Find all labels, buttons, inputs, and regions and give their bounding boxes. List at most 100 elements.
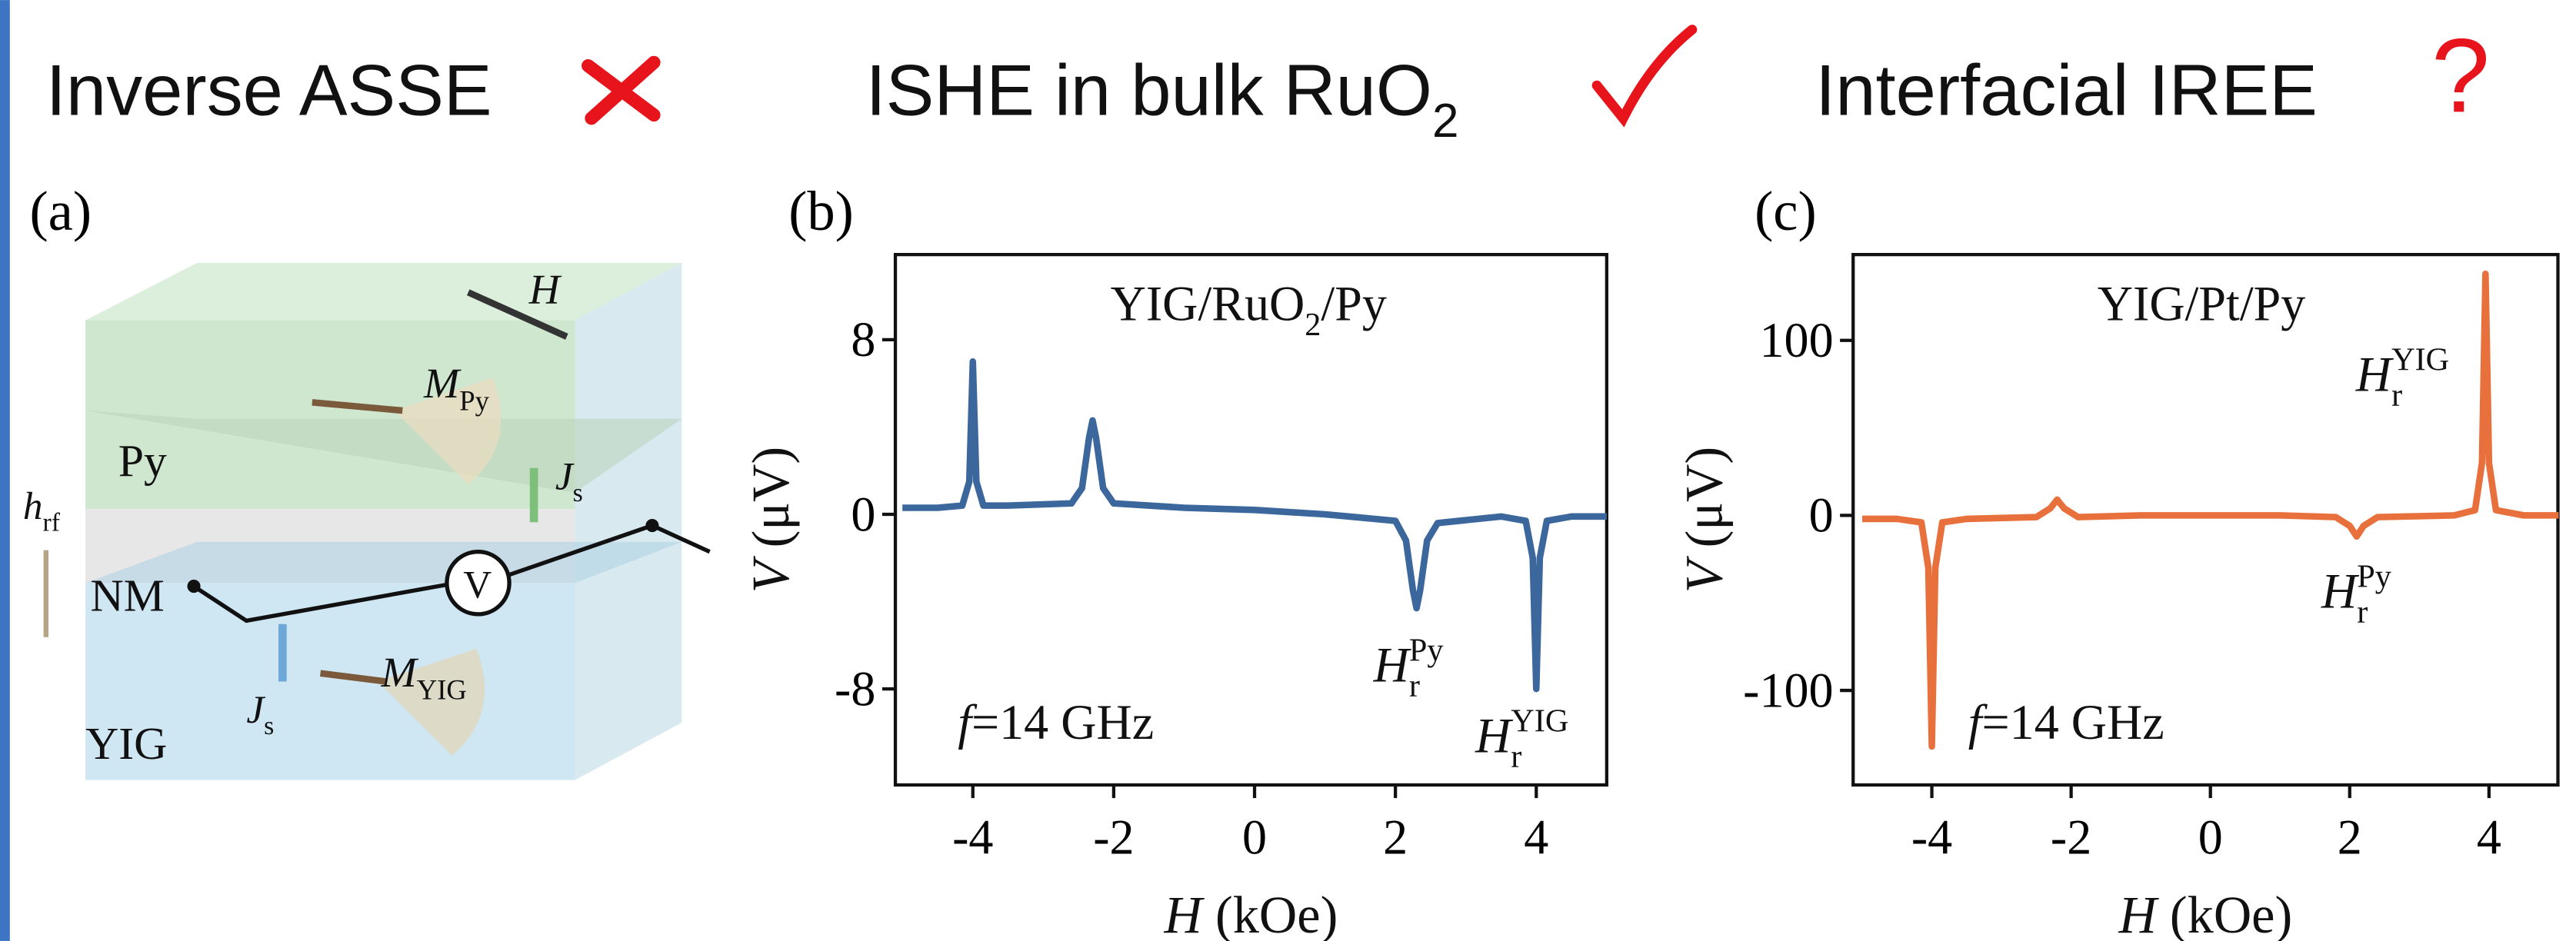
x-tick-label: -4 [952, 810, 993, 865]
x-tick-label: -2 [1093, 810, 1134, 865]
diagram-label-part: YIG [417, 674, 467, 706]
diagram-label: M Py [423, 361, 490, 417]
diagram-label: YIG [85, 718, 167, 769]
diagram-label-part: M [381, 650, 419, 697]
diagram-label: NM [90, 570, 164, 621]
m-py-arrow [312, 399, 403, 414]
y-tick-label: -8 [835, 661, 875, 716]
check-icon [1591, 25, 1698, 128]
cone-py [394, 377, 502, 485]
heading-part: ISHE in bulk RuO [866, 50, 1432, 131]
y-axis-label-part: (μV) [741, 447, 800, 561]
y-tick-label: 8 [851, 312, 875, 367]
x-tick-label: 2 [1383, 810, 1408, 865]
data-line [1861, 270, 2559, 750]
chart-title: YIG/RuO 2/Py [1111, 277, 1387, 343]
h-arrow [466, 289, 568, 340]
y-tick-label: -100 [1743, 663, 1833, 717]
panel-label: (a) [29, 180, 92, 242]
side-face [575, 262, 682, 780]
annotation-part: H [2321, 564, 2360, 618]
annotation-part: r [1409, 668, 1420, 704]
y-axis-label-part: (μV) [1675, 447, 1733, 561]
chart-title-part: YIG/RuO [1111, 277, 1305, 331]
diagram-label-part: Py [459, 385, 489, 417]
x-axis-label-part: (kOe) [2157, 886, 2292, 941]
x-axis-label-part: H [2118, 886, 2159, 941]
x-tick-label: 4 [2477, 810, 2501, 865]
x-tick-label: 0 [1242, 810, 1267, 865]
chart-title-part: 2 [1305, 307, 1321, 343]
annotation-part: r [1511, 739, 1521, 775]
diagram-label: h rf [23, 484, 61, 537]
diagram-label-part: H [528, 267, 562, 314]
diagram-label-part: V [463, 564, 492, 607]
y-tick-label: 0 [851, 487, 875, 541]
question-mark: ? [2431, 16, 2490, 134]
voltmeter [445, 550, 512, 617]
annotation-part: Py [2357, 558, 2391, 594]
panel-label: (b) [788, 180, 854, 242]
diagram-label-part: s [573, 479, 583, 507]
y-axis-label: V (μV) [741, 447, 800, 593]
diagram-label: H [528, 267, 562, 314]
chart-title-part: YIG/Pt/Py [2098, 277, 2306, 331]
annotation-part: H [2355, 347, 2394, 401]
top-face [85, 262, 682, 321]
diagram-label-part: Py [118, 435, 167, 486]
diagram-label: V [463, 564, 492, 607]
annotation-part: r [2357, 594, 2368, 630]
wire-left [192, 582, 448, 623]
x-tick-label: 0 [2198, 810, 2223, 865]
y-tick-label: 100 [1760, 313, 1834, 367]
diagram-label-part: rf [43, 508, 61, 537]
cone-yig [378, 648, 485, 756]
diagram-label-part: J [246, 688, 265, 732]
x-tick-label: 4 [1524, 810, 1548, 865]
x-tick-label: -2 [2051, 810, 2091, 865]
yig-interface [85, 541, 682, 584]
edge-bar [0, 0, 10, 941]
y-axis-label-part: V [741, 555, 800, 593]
diagram-label-part: J [555, 455, 575, 499]
annotation-part: =14 GHz [1982, 695, 2164, 750]
m-yig-arrow [319, 670, 387, 685]
x-axis-label-part: H [1164, 886, 1205, 941]
chart-title-part: /Py [1321, 277, 1386, 331]
diagram-label: Py [118, 435, 167, 486]
plot-frame [1851, 253, 2560, 787]
heading-part: 2 [1432, 95, 1459, 148]
heading: ISHE in bulk RuO 2 [866, 50, 1459, 148]
y-tick-label: 0 [1809, 488, 1834, 543]
cross-icon [582, 55, 661, 125]
annotation: f =14 GHz [1968, 695, 2164, 750]
x-axis-label: H (kOe) [1164, 886, 1338, 941]
y-axis-label-part: V [1675, 555, 1733, 593]
diagram-label-part: M [423, 361, 462, 407]
diagram-label-part: YIG [85, 718, 167, 769]
annotation-part: YIG [1511, 703, 1568, 739]
contact [187, 580, 201, 594]
x-axis-label: H (kOe) [2118, 886, 2292, 941]
yig-layer [85, 583, 575, 780]
data-line [902, 357, 1607, 693]
layer-diagram [43, 262, 711, 780]
chart-title: YIG/Pt/Py [2098, 277, 2306, 331]
heading-part: Inverse ASSE [46, 50, 492, 131]
annotation-part: YIG [2391, 342, 2449, 378]
annotation-part: H [1475, 708, 1514, 763]
annotation-part: H [1373, 637, 1412, 692]
annotation-part: Py [1409, 633, 1444, 669]
heading-part: Interfacial IREE [1815, 50, 2318, 131]
annotation-part: r [2391, 377, 2402, 414]
diagram-label-part: h [23, 484, 43, 528]
diagram-label: M YIG [381, 650, 467, 706]
